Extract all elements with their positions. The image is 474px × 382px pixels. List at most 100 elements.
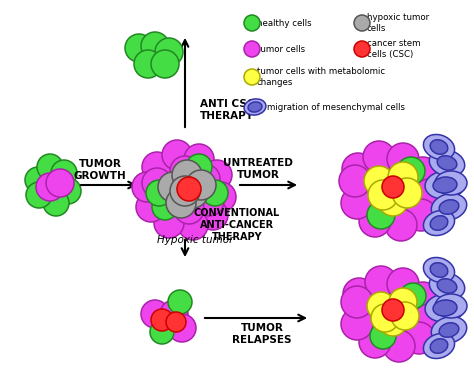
Text: CONVENTIONAL
ANTI-CANCER
THERAPY: CONVENTIONAL ANTI-CANCER THERAPY bbox=[194, 209, 280, 241]
Circle shape bbox=[155, 38, 183, 66]
Text: TUMOR
GROWTH: TUMOR GROWTH bbox=[73, 159, 127, 181]
Circle shape bbox=[160, 300, 188, 328]
Circle shape bbox=[152, 194, 178, 220]
Circle shape bbox=[125, 34, 153, 62]
Circle shape bbox=[387, 268, 419, 300]
Circle shape bbox=[354, 41, 370, 57]
Ellipse shape bbox=[430, 339, 448, 353]
Text: migration of mesenchymal cells: migration of mesenchymal cells bbox=[267, 102, 405, 112]
Text: cancer stem
cells (CSC): cancer stem cells (CSC) bbox=[367, 39, 420, 59]
Circle shape bbox=[385, 209, 417, 241]
Circle shape bbox=[202, 180, 228, 206]
Circle shape bbox=[413, 179, 445, 211]
Circle shape bbox=[382, 176, 404, 198]
Text: Hypoxic tumor: Hypoxic tumor bbox=[157, 235, 233, 245]
Circle shape bbox=[146, 180, 172, 206]
Text: healthy cells: healthy cells bbox=[257, 18, 311, 28]
Circle shape bbox=[407, 282, 439, 314]
Circle shape bbox=[178, 210, 208, 240]
Circle shape bbox=[151, 309, 173, 331]
Circle shape bbox=[162, 140, 192, 170]
Circle shape bbox=[378, 186, 408, 216]
Ellipse shape bbox=[425, 294, 465, 322]
Text: hypoxic tumor
cells: hypoxic tumor cells bbox=[367, 13, 429, 33]
Circle shape bbox=[206, 182, 236, 212]
Circle shape bbox=[166, 312, 186, 332]
Circle shape bbox=[184, 144, 214, 174]
Ellipse shape bbox=[439, 200, 459, 214]
Text: tumor cells: tumor cells bbox=[257, 44, 305, 53]
Circle shape bbox=[142, 152, 172, 182]
Circle shape bbox=[405, 199, 437, 231]
Ellipse shape bbox=[423, 210, 455, 236]
Circle shape bbox=[391, 302, 419, 330]
Circle shape bbox=[379, 308, 407, 336]
Circle shape bbox=[379, 296, 407, 324]
Circle shape bbox=[46, 169, 74, 197]
Circle shape bbox=[359, 326, 391, 358]
Circle shape bbox=[244, 15, 260, 31]
Ellipse shape bbox=[429, 150, 465, 176]
Circle shape bbox=[343, 278, 375, 310]
Circle shape bbox=[132, 172, 162, 202]
Circle shape bbox=[413, 304, 445, 336]
Circle shape bbox=[142, 168, 172, 198]
Circle shape bbox=[363, 141, 395, 173]
Circle shape bbox=[388, 162, 418, 192]
Ellipse shape bbox=[430, 216, 448, 230]
Circle shape bbox=[141, 32, 169, 60]
Circle shape bbox=[37, 154, 63, 180]
Circle shape bbox=[168, 314, 196, 342]
Ellipse shape bbox=[435, 294, 467, 318]
Circle shape bbox=[382, 299, 404, 321]
Circle shape bbox=[341, 308, 373, 340]
Circle shape bbox=[186, 154, 212, 180]
Ellipse shape bbox=[430, 140, 448, 154]
Circle shape bbox=[150, 320, 174, 344]
Circle shape bbox=[26, 182, 52, 208]
Circle shape bbox=[400, 283, 426, 309]
Ellipse shape bbox=[437, 156, 457, 170]
Circle shape bbox=[158, 172, 188, 202]
Ellipse shape bbox=[423, 134, 455, 160]
Circle shape bbox=[383, 330, 415, 362]
Ellipse shape bbox=[423, 333, 455, 359]
Circle shape bbox=[174, 194, 204, 224]
Circle shape bbox=[392, 178, 422, 208]
Circle shape bbox=[364, 166, 394, 196]
Circle shape bbox=[407, 157, 439, 189]
Ellipse shape bbox=[431, 317, 467, 343]
Text: UNTREATED
TUMOR: UNTREATED TUMOR bbox=[223, 158, 293, 180]
Circle shape bbox=[339, 165, 371, 197]
Ellipse shape bbox=[425, 171, 465, 199]
Circle shape bbox=[186, 170, 216, 200]
Ellipse shape bbox=[437, 279, 457, 293]
Circle shape bbox=[365, 266, 397, 298]
Circle shape bbox=[378, 170, 408, 200]
Circle shape bbox=[136, 192, 166, 222]
Circle shape bbox=[371, 304, 399, 332]
Circle shape bbox=[244, 41, 260, 57]
Circle shape bbox=[387, 143, 419, 175]
Ellipse shape bbox=[423, 257, 455, 283]
Circle shape bbox=[151, 50, 179, 78]
Ellipse shape bbox=[433, 300, 457, 316]
Circle shape bbox=[168, 290, 192, 314]
Circle shape bbox=[367, 292, 395, 320]
Circle shape bbox=[370, 323, 396, 349]
Circle shape bbox=[55, 178, 81, 204]
Ellipse shape bbox=[244, 99, 266, 115]
Circle shape bbox=[342, 153, 374, 185]
Text: tumor cells with metabolomic
changes: tumor cells with metabolomic changes bbox=[257, 67, 385, 87]
Circle shape bbox=[341, 187, 373, 219]
Circle shape bbox=[190, 164, 220, 194]
Circle shape bbox=[389, 288, 417, 316]
Ellipse shape bbox=[431, 194, 467, 220]
Circle shape bbox=[154, 208, 184, 238]
Circle shape bbox=[341, 286, 373, 318]
Circle shape bbox=[397, 157, 425, 185]
Circle shape bbox=[51, 160, 77, 186]
Circle shape bbox=[177, 177, 201, 201]
Circle shape bbox=[368, 180, 398, 210]
Ellipse shape bbox=[439, 323, 459, 337]
